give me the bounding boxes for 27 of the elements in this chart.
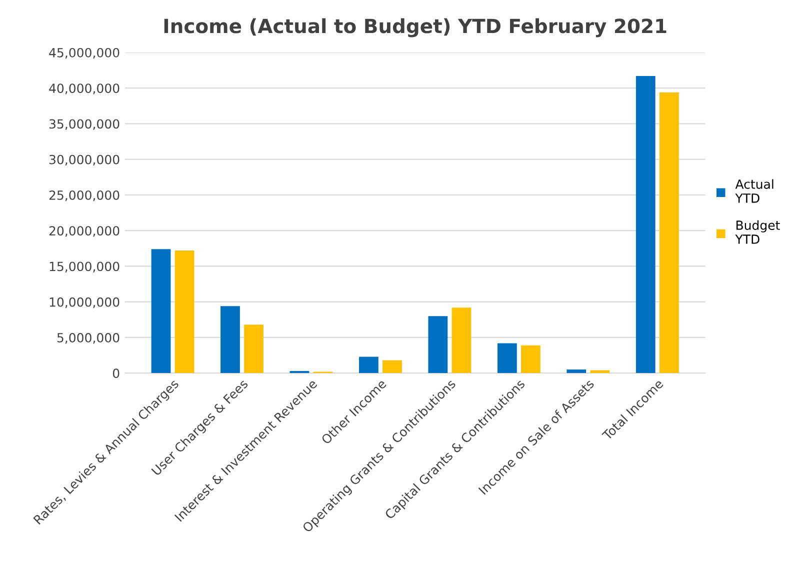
bar [452, 308, 472, 374]
bar [636, 76, 656, 374]
y-tick-label: 35,000,000 [49, 119, 120, 130]
y-tick-label: 40,000,000 [49, 84, 120, 94]
y-tick-label: 0 [112, 368, 120, 378]
bar [428, 316, 448, 374]
y-tick-label: 10,000,000 [50, 297, 120, 308]
bar [244, 324, 264, 374]
bar [497, 343, 517, 374]
bar [566, 370, 586, 374]
legend-label: Budget YTD [735, 220, 780, 244]
y-tick-label: 30,000,000 [49, 154, 120, 166]
chart-title: Income (Actual to Budget) YTD February 2021 [164, 18, 666, 38]
y-tick-label: 25,000,000 [49, 190, 120, 202]
bar [659, 92, 679, 374]
y-tick-label: 5,000,000 [57, 332, 120, 344]
bar [290, 370, 310, 374]
bar [359, 356, 378, 374]
legend-label: Actual YTD [735, 179, 774, 203]
bar [151, 249, 171, 374]
bar [521, 345, 540, 374]
bar [382, 360, 402, 374]
bar [220, 306, 240, 374]
y-tick-label: 15,000,000 [50, 262, 120, 272]
y-tick-label: 45,000,000 [49, 48, 120, 59]
bar [174, 250, 194, 374]
y-tick-label: 20,000,000 [49, 226, 120, 237]
